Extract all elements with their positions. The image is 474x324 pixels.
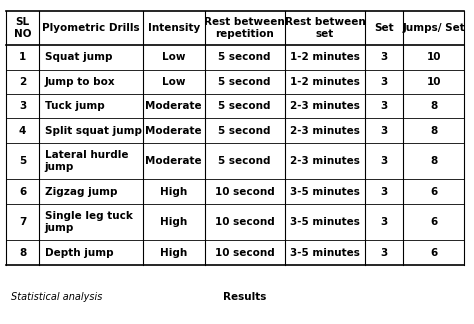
Text: 2: 2 xyxy=(19,77,26,87)
Text: Tuck jump: Tuck jump xyxy=(45,101,104,111)
Text: 8: 8 xyxy=(430,156,438,166)
Text: 8: 8 xyxy=(19,248,26,258)
Text: 3: 3 xyxy=(381,156,388,166)
Text: High: High xyxy=(160,217,187,227)
Text: Zigzag jump: Zigzag jump xyxy=(45,187,117,197)
Text: 3: 3 xyxy=(381,52,388,63)
Text: 6: 6 xyxy=(430,248,438,258)
Text: 3: 3 xyxy=(381,187,388,197)
Text: 5 second: 5 second xyxy=(219,77,271,87)
Text: 3-5 minutes: 3-5 minutes xyxy=(290,248,360,258)
Text: 1-2 minutes: 1-2 minutes xyxy=(290,77,360,87)
Text: Low: Low xyxy=(162,77,185,87)
Text: 5: 5 xyxy=(19,156,26,166)
Text: Rest between
repetition: Rest between repetition xyxy=(204,17,285,39)
Text: SL
NO: SL NO xyxy=(14,17,31,39)
Text: Moderate: Moderate xyxy=(146,156,202,166)
Text: Depth jump: Depth jump xyxy=(45,248,113,258)
Text: 3-5 minutes: 3-5 minutes xyxy=(290,187,360,197)
Text: Jumps/ Set: Jumps/ Set xyxy=(402,23,465,33)
Text: Plyometric Drills: Plyometric Drills xyxy=(42,23,140,33)
Text: 1-2 minutes: 1-2 minutes xyxy=(290,52,360,63)
Text: High: High xyxy=(160,187,187,197)
Text: Results: Results xyxy=(223,292,266,302)
Text: Split squat jump: Split squat jump xyxy=(45,126,142,135)
Text: 3: 3 xyxy=(381,248,388,258)
Text: 2-3 minutes: 2-3 minutes xyxy=(290,101,360,111)
Text: 8: 8 xyxy=(430,126,438,135)
Text: 3: 3 xyxy=(19,101,26,111)
Text: 3: 3 xyxy=(381,77,388,87)
Text: 3: 3 xyxy=(381,217,388,227)
Text: 6: 6 xyxy=(19,187,26,197)
Text: Intensity: Intensity xyxy=(148,23,200,33)
Text: 3: 3 xyxy=(381,126,388,135)
Text: Set: Set xyxy=(374,23,394,33)
Text: 5 second: 5 second xyxy=(219,156,271,166)
Text: 6: 6 xyxy=(430,217,438,227)
Text: Squat jump: Squat jump xyxy=(45,52,112,63)
Text: 3: 3 xyxy=(381,101,388,111)
Text: 10: 10 xyxy=(427,77,441,87)
Text: Moderate: Moderate xyxy=(146,101,202,111)
Text: 10: 10 xyxy=(427,52,441,63)
Text: 7: 7 xyxy=(19,217,26,227)
Text: 5 second: 5 second xyxy=(219,101,271,111)
Text: 10 second: 10 second xyxy=(215,248,274,258)
Text: 1: 1 xyxy=(19,52,26,63)
Text: Jump to box: Jump to box xyxy=(45,77,115,87)
Text: 5 second: 5 second xyxy=(219,52,271,63)
Text: 3-5 minutes: 3-5 minutes xyxy=(290,217,360,227)
Text: 10 second: 10 second xyxy=(215,187,274,197)
Text: 2-3 minutes: 2-3 minutes xyxy=(290,126,360,135)
Text: 5 second: 5 second xyxy=(219,126,271,135)
Text: 8: 8 xyxy=(430,101,438,111)
Text: 2-3 minutes: 2-3 minutes xyxy=(290,156,360,166)
Text: Statistical analysis: Statistical analysis xyxy=(11,292,102,302)
Text: 6: 6 xyxy=(430,187,438,197)
Text: High: High xyxy=(160,248,187,258)
Text: Moderate: Moderate xyxy=(146,126,202,135)
Text: 10 second: 10 second xyxy=(215,217,274,227)
Text: 4: 4 xyxy=(19,126,26,135)
Text: Low: Low xyxy=(162,52,185,63)
Text: Single leg tuck
jump: Single leg tuck jump xyxy=(45,211,133,233)
Text: Rest between
set: Rest between set xyxy=(284,17,365,39)
Text: Lateral hurdle
jump: Lateral hurdle jump xyxy=(45,150,128,172)
